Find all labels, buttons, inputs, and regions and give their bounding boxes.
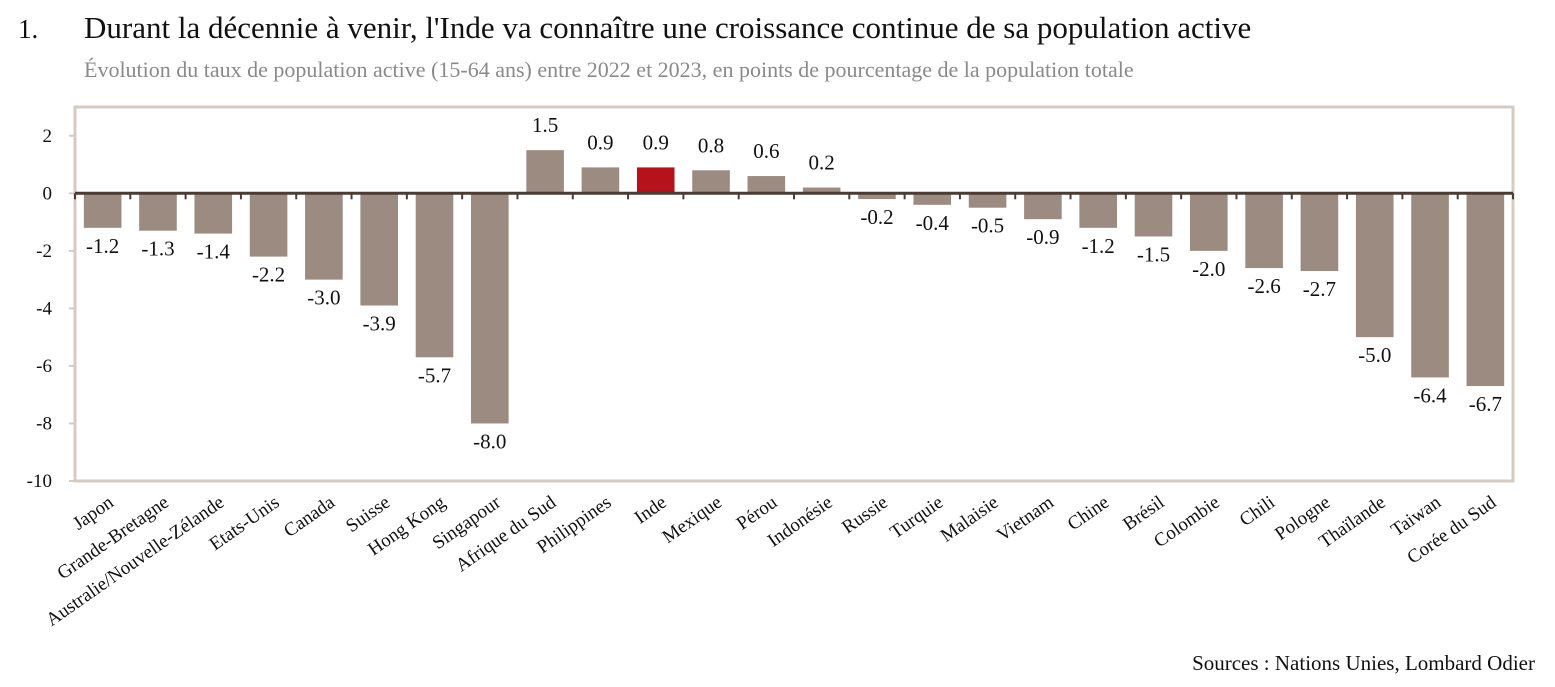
bar-21 bbox=[1245, 193, 1283, 269]
bar-14 bbox=[858, 193, 896, 200]
bar-22 bbox=[1300, 193, 1339, 271]
bar-24 bbox=[1411, 193, 1449, 378]
bar-chart: 2 0 -2 -4 -6 -8 -10 -1.2 -1.3 -1.4 -2.2 -3.0 -3.9 -5… bbox=[27, 105, 1515, 631]
bar-7 bbox=[471, 193, 509, 424]
x-tick-label-15: Turquie bbox=[886, 492, 947, 543]
data-label-25: -6.7 bbox=[1469, 392, 1502, 416]
data-label-19: -1.5 bbox=[1137, 242, 1170, 266]
bar-10 bbox=[636, 167, 675, 194]
data-label-1: -1.3 bbox=[141, 237, 174, 261]
x-tick-label-17: Vietnam bbox=[993, 492, 1058, 546]
y-tick-label: -10 bbox=[27, 471, 52, 492]
chart-title: Durant la décennie à venir, l'Inde va co… bbox=[84, 10, 1252, 45]
data-label-14: -0.2 bbox=[860, 205, 893, 229]
bar-12 bbox=[747, 176, 786, 194]
bar-25 bbox=[1466, 193, 1505, 387]
data-label-5: -3.9 bbox=[363, 312, 396, 336]
x-tick-label-14: Russie bbox=[838, 492, 892, 538]
data-label-20: -2.0 bbox=[1192, 257, 1225, 281]
plot-frame bbox=[73, 105, 1515, 483]
y-tick-label: 2 bbox=[43, 126, 53, 147]
bar-11 bbox=[692, 170, 730, 194]
data-label-21: -2.6 bbox=[1247, 274, 1280, 298]
y-axis: 2 0 -2 -4 -6 -8 -10 bbox=[27, 126, 75, 492]
data-label-6: -5.7 bbox=[418, 363, 451, 387]
x-tick-label-4: Canada bbox=[280, 492, 339, 542]
data-labels: -1.2 -1.3 -1.4 -2.2 -3.0 -3.9 -5.7 -8.0 1.5 0.9 0.… bbox=[86, 113, 1502, 453]
x-tick-label-11: Mexique bbox=[659, 492, 726, 548]
data-label-4: -3.0 bbox=[307, 286, 340, 310]
bar-23 bbox=[1355, 193, 1394, 338]
x-axis-labels: JaponGrande-BretagneAustralie/Nouvelle-Z… bbox=[42, 492, 1500, 631]
bar-6 bbox=[415, 193, 454, 358]
data-label-8: 1.5 bbox=[532, 113, 558, 137]
bar-15 bbox=[913, 193, 952, 205]
data-label-9: 0.9 bbox=[587, 130, 613, 154]
data-label-24: -6.4 bbox=[1413, 383, 1447, 407]
bar-0 bbox=[83, 193, 122, 228]
bar-19 bbox=[1134, 193, 1173, 237]
bar-18 bbox=[1079, 193, 1117, 228]
data-label-18: -1.2 bbox=[1082, 234, 1115, 258]
data-label-13: 0.2 bbox=[809, 151, 835, 175]
chart-subtitle: Évolution du taux de population active (… bbox=[84, 57, 1134, 82]
figure-number: 1. bbox=[18, 14, 39, 44]
y-tick-label: -6 bbox=[36, 356, 52, 377]
bar-3 bbox=[249, 193, 288, 257]
bar-8 bbox=[526, 150, 564, 194]
bar-series bbox=[83, 150, 1505, 424]
data-label-16: -0.5 bbox=[971, 214, 1004, 238]
data-label-22: -2.7 bbox=[1303, 277, 1336, 301]
bar-1 bbox=[139, 193, 177, 231]
bar-2 bbox=[194, 193, 233, 234]
y-tick-label: -4 bbox=[36, 298, 52, 319]
bar-13 bbox=[802, 187, 841, 194]
bar-4 bbox=[305, 193, 343, 280]
data-label-0: -1.2 bbox=[86, 234, 119, 258]
chart-source: Sources : Nations Unies, Lombard Odier bbox=[1192, 651, 1535, 675]
data-label-3: -2.2 bbox=[252, 263, 285, 287]
y-tick-label: -8 bbox=[36, 413, 52, 434]
bar-20 bbox=[1190, 193, 1228, 251]
data-label-15: -0.4 bbox=[916, 211, 950, 235]
category-ticks bbox=[74, 193, 1514, 200]
x-tick-label-16: Malaisie bbox=[937, 492, 1003, 547]
bar-9 bbox=[581, 167, 620, 194]
data-label-11: 0.8 bbox=[698, 133, 724, 157]
data-label-12: 0.6 bbox=[753, 139, 779, 163]
bar-5 bbox=[360, 193, 398, 306]
y-tick-label: 0 bbox=[43, 183, 53, 204]
y-tick-label: -2 bbox=[36, 241, 52, 262]
bar-17 bbox=[1024, 193, 1062, 220]
bar-16 bbox=[968, 193, 1007, 208]
data-label-23: -5.0 bbox=[1358, 343, 1391, 367]
x-tick-label-10: Inde bbox=[631, 492, 671, 529]
x-tick-label-18: Chine bbox=[1064, 492, 1113, 535]
x-tick-label-21: Chili bbox=[1236, 492, 1279, 531]
data-label-17: -0.9 bbox=[1026, 225, 1059, 249]
data-label-10: 0.9 bbox=[643, 130, 669, 154]
data-label-7: -8.0 bbox=[473, 429, 506, 453]
data-label-2: -1.4 bbox=[197, 240, 231, 264]
